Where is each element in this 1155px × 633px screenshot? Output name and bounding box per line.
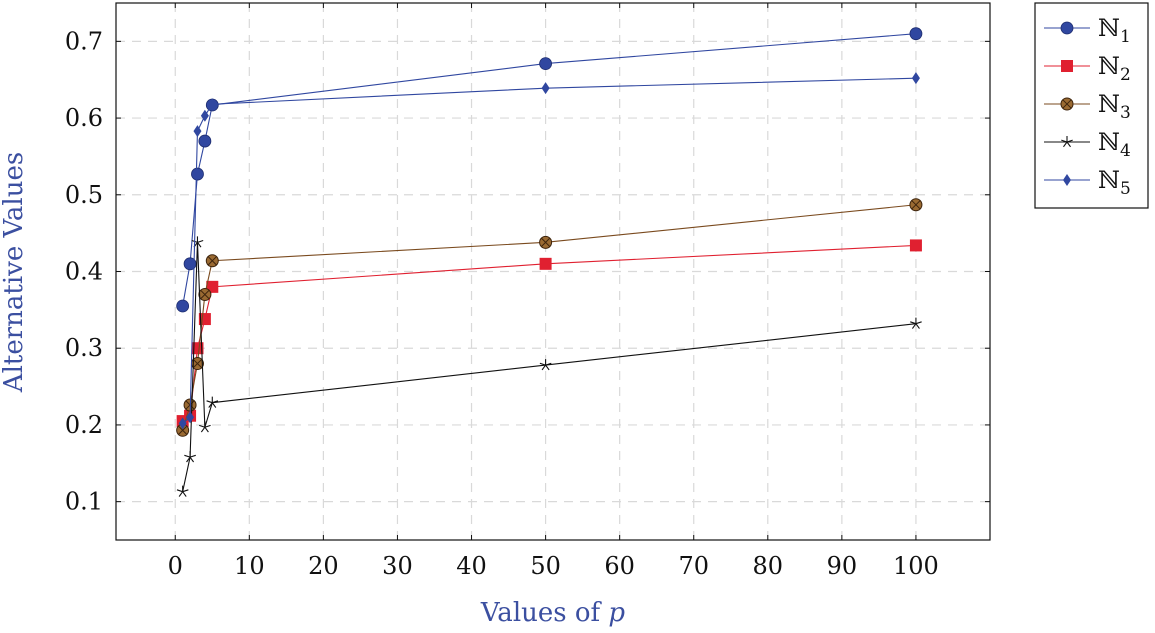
series-4 bbox=[176, 236, 922, 497]
y-tick-label: 0.4 bbox=[65, 258, 103, 286]
series-5-point bbox=[208, 98, 217, 111]
grid bbox=[116, 3, 990, 540]
legend-label: ℕ5 bbox=[1098, 166, 1131, 199]
legend-entry-2: ℕ2 bbox=[1044, 52, 1131, 85]
series-3-point bbox=[198, 288, 212, 302]
legend-label: ℕ4 bbox=[1098, 128, 1131, 161]
series-4-point bbox=[539, 359, 552, 371]
series-5-point bbox=[186, 411, 195, 424]
x-tick-label: 80 bbox=[753, 552, 784, 580]
legend-marker bbox=[1063, 174, 1071, 186]
tick-labels: 0 10 20 30 40 50 60 70 80 90 100 0.1 0.2 0.3 0.4 0.5 0.6… bbox=[65, 3, 990, 580]
legend-entry-4: ℕ4 bbox=[1044, 128, 1131, 161]
legend-box bbox=[1034, 2, 1149, 209]
x-axis-label: Values of p bbox=[480, 598, 626, 628]
series-1 bbox=[176, 27, 923, 313]
legend-marker bbox=[1060, 97, 1074, 111]
y-axis-label: Alternative Values bbox=[0, 152, 29, 393]
y-tick-label: 0.3 bbox=[65, 334, 103, 362]
legend-entry-1: ℕ1 bbox=[1044, 14, 1131, 47]
series-2 bbox=[176, 239, 922, 428]
series-5-point bbox=[541, 82, 550, 95]
series-4-point bbox=[206, 396, 219, 408]
series-4-line bbox=[182, 242, 916, 492]
legend-label: ℕ3 bbox=[1098, 90, 1131, 123]
x-axis-label-variable: p bbox=[608, 598, 625, 628]
series-4-point bbox=[910, 317, 922, 329]
legend-entry-5: ℕ5 bbox=[1044, 166, 1131, 199]
legend-marker bbox=[1060, 21, 1074, 35]
y-tick-label: 0.5 bbox=[65, 181, 103, 209]
x-tick-label: 100 bbox=[893, 552, 939, 580]
legend-marker bbox=[1061, 136, 1073, 148]
series-4-point bbox=[199, 421, 211, 433]
x-tick-label: 0 bbox=[168, 552, 183, 580]
series-3-point bbox=[205, 254, 219, 268]
series-5-point bbox=[193, 125, 202, 138]
series-4-point bbox=[191, 236, 204, 248]
legend-entry-3: ℕ3 bbox=[1044, 90, 1131, 123]
series-1-point bbox=[539, 57, 552, 71]
y-tick-label: 0.2 bbox=[65, 411, 103, 439]
series-3-point bbox=[539, 235, 553, 249]
series-1-point bbox=[183, 257, 197, 271]
series-1-point bbox=[176, 299, 190, 313]
series-5-point bbox=[178, 417, 187, 430]
x-tick-label: 10 bbox=[234, 552, 265, 580]
x-tick-label: 70 bbox=[678, 552, 709, 580]
x-tick-label: 90 bbox=[827, 552, 858, 580]
x-axis-label-text: Values of bbox=[480, 598, 609, 628]
series-5-point bbox=[200, 109, 209, 122]
x-tick-label: 60 bbox=[604, 552, 635, 580]
y-tick-label: 0.6 bbox=[65, 104, 103, 132]
y-tick-label: 0.1 bbox=[65, 488, 103, 516]
series-1-point bbox=[191, 167, 204, 181]
series-5 bbox=[178, 72, 920, 430]
x-tick-label: 30 bbox=[382, 552, 413, 580]
series-5-point bbox=[911, 72, 920, 85]
series-3 bbox=[176, 198, 923, 437]
legend-label: ℕ2 bbox=[1098, 52, 1131, 85]
series-3-point bbox=[909, 198, 923, 212]
y-tick-label: 0.7 bbox=[65, 27, 103, 55]
x-tick-label: 20 bbox=[308, 552, 339, 580]
series-4-point bbox=[184, 451, 196, 463]
x-tick-label: 50 bbox=[530, 552, 561, 580]
series-1-point bbox=[909, 27, 923, 41]
series-4-point bbox=[176, 485, 189, 497]
series-2-point bbox=[909, 239, 922, 252]
series-1-point bbox=[198, 134, 212, 148]
legend-marker bbox=[1061, 60, 1073, 72]
legend-label: ℕ1 bbox=[1098, 14, 1131, 47]
legend: ℕ1 ℕ2 ℕ3 ℕ4 ℕ5 bbox=[1034, 2, 1149, 209]
x-tick-label: 40 bbox=[456, 552, 487, 580]
series-layer bbox=[176, 27, 923, 497]
series-2-point bbox=[539, 257, 552, 270]
